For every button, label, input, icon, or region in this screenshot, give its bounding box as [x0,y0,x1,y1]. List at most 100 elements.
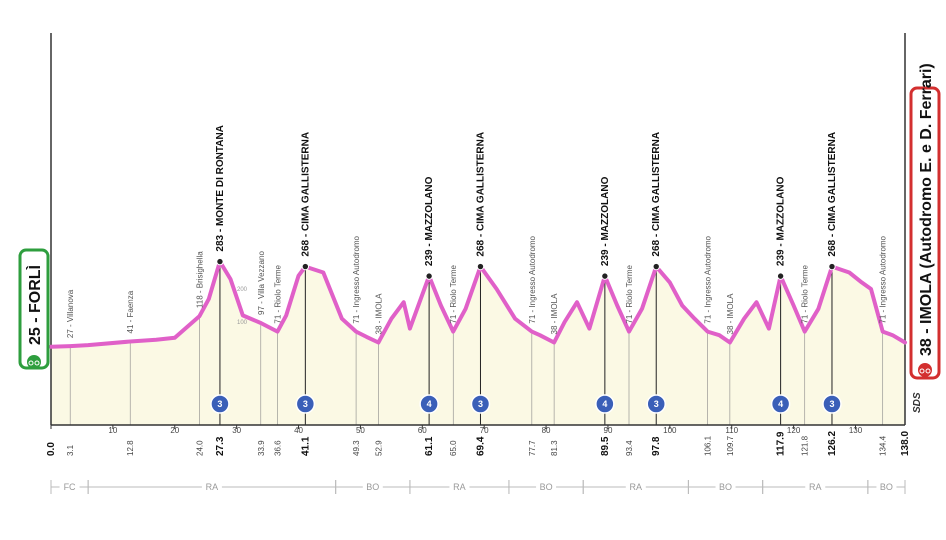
province-strip-layer: FC RA BO RA BO RA BO RA BO [50,480,906,494]
climb-km-label: 89.5 [600,436,611,456]
waypoint-name-label: 118 - Brisighella [196,251,205,308]
climb-summit-dot [425,272,433,280]
finish-bike-wheel-icon [919,368,925,374]
waypoint-name-label: 38 - IMOLA [726,293,735,335]
province-label: RA [453,482,466,492]
climb-category-badge [595,394,615,414]
climb-summit-dot [601,272,609,280]
climb-km-label: 41.1 [300,436,311,456]
climb-category-badge [646,394,666,414]
province-label: RA [630,482,643,492]
waypoint-km-label: 36.6 [273,440,282,456]
waypoint-name-label: 71 - Riolo Terme [801,265,810,324]
waypoint-name-label: 71 - Riolo Terme [449,265,458,324]
province-label-bg [805,481,826,493]
waypoint-name-label: 41 - Faenza [126,290,135,333]
waypoint-km-label: 121.8 [801,435,810,456]
climb-category-number: 3 [217,399,222,409]
climb-name-label: 239 - MAZZOLANO [776,176,787,266]
climb-name-label: 268 - CIMA GALLISTERNA [651,132,662,257]
start-finish-layer: 25 - FORLÌ 38 - IMOLA (Autodromo E. e D. … [18,63,941,413]
profile-fill-layer: 100 200 [51,261,905,425]
province-label-bg [715,481,736,493]
waypoint-name-label: 71 - Ingresso Autodromo [528,235,537,323]
waypoint-name-label: 38 - IMOLA [374,293,383,335]
start-km-label: 0.0 [46,442,57,456]
waypoint-name-label: 71 - Ingresso Autodromo [352,235,361,323]
profile-area [51,261,905,425]
waypoint-km-label: 12.8 [126,440,135,456]
climb-summit-dot [828,262,836,271]
province-label: FC [64,482,76,492]
x-tick-label: 20 [170,426,179,435]
x-tick-label: 100 [663,426,677,435]
climb-summit-dot [476,262,485,271]
profile-line [49,259,907,349]
altitude-tick-label: 200 [237,287,248,293]
climb-name-label: 239 - MAZZOLANO [424,176,435,266]
waypoint-markers-layer: 3 3 4 3 4 3 4 3 [210,257,842,414]
climb-name-label: 268 - CIMA GALLISTERNA [827,132,838,257]
province-label: BO [540,482,553,492]
finish-town-label: 38 - IMOLA (Autodromo E. e D. Ferrari) [918,63,935,356]
sds-logo: SDS [912,392,923,413]
climb-category-number: 3 [303,399,308,409]
climb-category-number: 3 [829,399,834,409]
waypoint-name-label: 71 - Riolo Terme [625,265,634,324]
x-tick-label: 130 [849,426,863,435]
start-bike-wheel-icon [28,360,34,366]
waypoint-km-label: 81.3 [550,440,559,456]
waypoint-km-label: 93.4 [625,440,634,456]
start-bike-wheel-icon [34,360,40,366]
x-tick-label: 90 [604,426,613,435]
km-labels-layer: 0.0 138.0 3.1 12.8 24.0 27.3 33.9 36.6 41.1 49.3 5… [46,431,911,456]
province-label-bg [536,481,557,493]
climb-category-badge [210,394,230,414]
x-tick-label: 80 [542,426,551,435]
province-label: RA [206,482,219,492]
waypoint-km-label: 106.1 [704,435,713,456]
altitude-tick-label: 100 [237,320,248,326]
province-label: BO [719,482,732,492]
waypoint-km-label: 3.1 [66,444,75,456]
start-town-label: 25 - FORLÌ [25,265,44,345]
climb-category-number: 4 [778,399,783,409]
finish-bike-icon [918,363,932,377]
x-tick-label: 70 [480,426,489,435]
climb-summit-dot [301,262,310,271]
profile-line-layer [49,259,907,349]
x-tick-label: 50 [356,426,365,435]
x-tick-label: 40 [294,426,303,435]
province-label-bg [362,481,383,493]
province-label: BO [366,482,379,492]
finish-bike-wheel-icon [925,368,931,374]
climb-km-label: 126.2 [827,431,838,456]
province-label-bg [876,481,897,493]
start-bike-icon [27,355,41,369]
province-label: BO [880,482,893,492]
climb-km-label: 61.1 [424,436,435,456]
climb-category-number: 4 [602,399,607,409]
climb-name-label: 283 - MONTE DI RONTANA [215,125,226,252]
climb-category-badge [822,394,842,414]
waypoint-name-label: 71 - Riolo Terme [273,265,282,324]
waypoint-name-label: 38 - IMOLA [550,293,559,335]
waypoint-km-label: 33.9 [257,440,266,456]
climb-category-number: 3 [478,399,483,409]
climb-name-label: 239 - MAZZOLANO [600,176,611,266]
climb-km-label: 27.3 [215,436,226,456]
waypoint-labels-layer: 27 - Villanova 41 - Faenza 118 - Brisighel… [66,125,888,338]
climb-km-label: 69.4 [475,436,486,456]
province-label: RA [809,482,822,492]
province-label-bg [201,481,222,493]
climb-category-badge [770,394,791,414]
waypoint-km-label: 52.9 [374,440,383,456]
x-tick-label: 60 [418,426,427,435]
waypoint-name-label: 71 - Ingresso Autodromo [704,235,713,323]
climb-summit-dot [776,272,785,280]
climb-km-label: 97.8 [651,436,662,456]
climb-category-badge [470,394,491,414]
finish-badge-frame [909,86,941,380]
